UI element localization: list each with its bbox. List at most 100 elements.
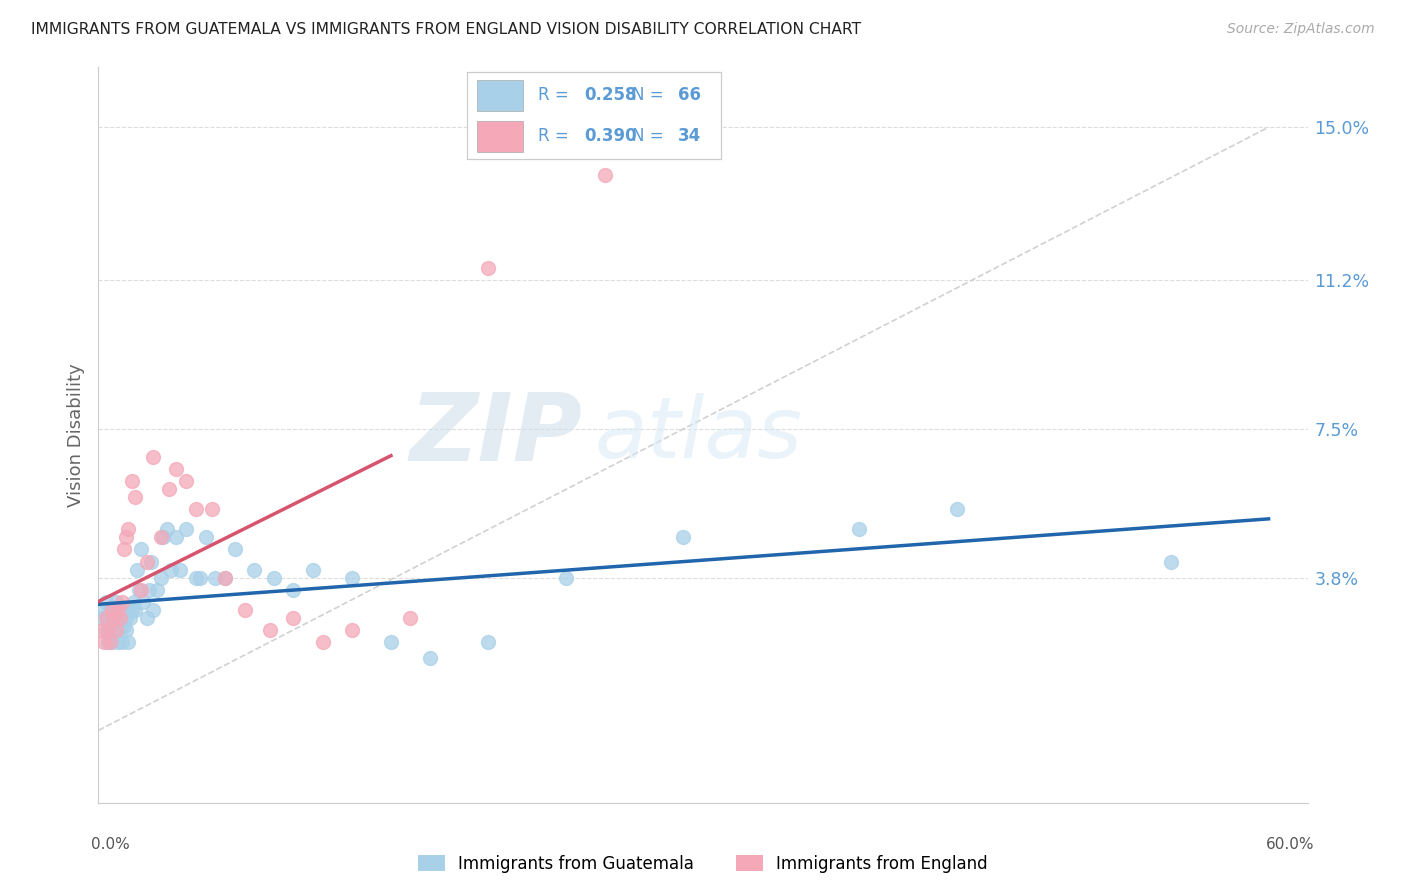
Point: [127, 563, 149, 577]
Legend: Immigrants from Guatemala, Immigrants from England: Immigrants from Guatemala, Immigrants fr…: [412, 848, 994, 880]
Point: [131, 582, 153, 597]
Point: [114, 611, 136, 625]
Point: [112, 603, 135, 617]
Point: [312, 635, 335, 649]
Point: [104, 595, 127, 609]
Point: [555, 571, 578, 585]
Point: [111, 595, 134, 609]
Text: IMMIGRANTS FROM GUATEMALA VS IMMIGRANTS FROM ENGLAND VISION DISABILITY CORRELATI: IMMIGRANTS FROM GUATEMALA VS IMMIGRANTS …: [31, 22, 860, 37]
Point: [98, 603, 121, 617]
Point: [91, 611, 114, 625]
Text: atlas: atlas: [595, 393, 803, 476]
Point: [112, 619, 135, 633]
Point: [117, 603, 139, 617]
Point: [101, 611, 124, 625]
Point: [101, 603, 124, 617]
Point: [107, 635, 129, 649]
Text: 60.0%: 60.0%: [1267, 837, 1315, 852]
Point: [97, 611, 120, 625]
Point: [96, 595, 118, 609]
Point: [138, 582, 160, 597]
Point: [165, 462, 187, 476]
Point: [131, 542, 153, 557]
Text: Source: ZipAtlas.com: Source: ZipAtlas.com: [1227, 22, 1375, 37]
Point: [188, 571, 211, 585]
Point: [139, 555, 162, 569]
Point: [169, 563, 191, 577]
Point: [97, 635, 120, 649]
Point: [302, 563, 325, 577]
Point: [98, 635, 121, 649]
Point: [128, 582, 150, 597]
Point: [111, 611, 134, 625]
Point: [103, 611, 125, 625]
Point: [121, 603, 143, 617]
Point: [142, 450, 165, 464]
Point: [194, 530, 217, 544]
Point: [136, 555, 159, 569]
Text: ZIP: ZIP: [409, 389, 582, 481]
Point: [174, 522, 197, 536]
Y-axis label: Vision Disability: Vision Disability: [66, 363, 84, 507]
Point: [101, 635, 124, 649]
Point: [121, 474, 143, 488]
Point: [848, 522, 870, 536]
Point: [224, 542, 246, 557]
Point: [263, 571, 285, 585]
Point: [107, 611, 129, 625]
Point: [477, 260, 499, 275]
Point: [214, 571, 236, 585]
Point: [340, 623, 363, 637]
Point: [97, 623, 120, 637]
Point: [174, 474, 197, 488]
Point: [108, 603, 131, 617]
Point: [340, 571, 363, 585]
Point: [103, 603, 125, 617]
Point: [103, 623, 125, 637]
Point: [96, 611, 118, 625]
Point: [146, 582, 169, 597]
Point: [283, 611, 305, 625]
Point: [107, 603, 129, 617]
Point: [149, 571, 172, 585]
Point: [124, 490, 146, 504]
Point: [399, 611, 422, 625]
Point: [122, 595, 145, 609]
Point: [103, 611, 125, 625]
Point: [149, 530, 172, 544]
Point: [111, 635, 134, 649]
Point: [114, 530, 136, 544]
Point: [259, 623, 281, 637]
Point: [93, 635, 115, 649]
Point: [945, 502, 967, 516]
Point: [595, 169, 617, 183]
Point: [108, 623, 131, 637]
Point: [117, 635, 139, 649]
Point: [283, 582, 305, 597]
Point: [184, 502, 207, 516]
Point: [118, 611, 141, 625]
Point: [165, 530, 187, 544]
Point: [124, 603, 146, 617]
Point: [142, 603, 165, 617]
Point: [672, 530, 695, 544]
Point: [136, 611, 159, 625]
Point: [380, 635, 402, 649]
Point: [233, 603, 256, 617]
Point: [96, 623, 118, 637]
Point: [152, 530, 174, 544]
Point: [243, 563, 266, 577]
Point: [114, 623, 136, 637]
Point: [104, 623, 127, 637]
Point: [104, 615, 127, 629]
Point: [214, 571, 236, 585]
Point: [156, 522, 179, 536]
Point: [98, 623, 121, 637]
Point: [132, 595, 155, 609]
Point: [93, 603, 115, 617]
Point: [112, 542, 135, 557]
Point: [477, 635, 499, 649]
Point: [419, 651, 441, 665]
Point: [159, 563, 181, 577]
Point: [91, 623, 114, 637]
